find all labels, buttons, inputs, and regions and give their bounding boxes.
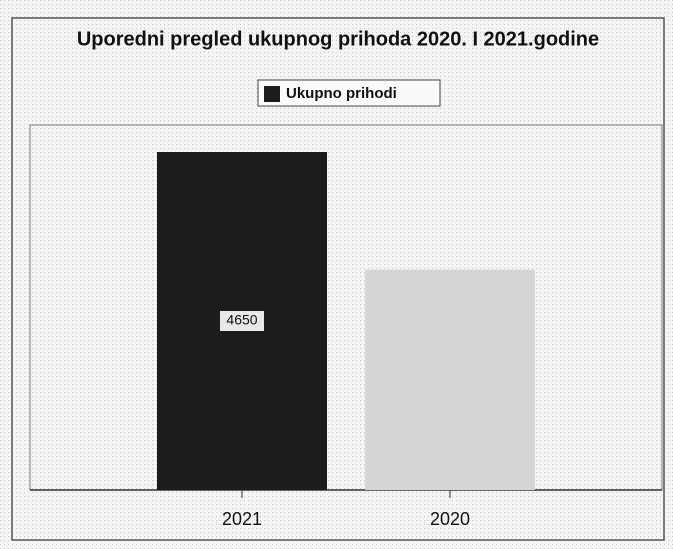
legend-label: Ukupno prihodi <box>286 85 397 102</box>
chart-title: Uporedni pregled ukupnog prihoda 2020. I… <box>77 28 599 50</box>
data-label: 4650 <box>226 312 257 328</box>
x-tick-label: 2021 <box>222 509 262 529</box>
frame <box>11 17 665 541</box>
bar <box>365 269 535 490</box>
legend-box <box>257 79 441 107</box>
legend <box>257 79 441 107</box>
legend-swatch <box>264 86 280 102</box>
data-label-bg <box>220 311 264 331</box>
x-tick-label: 2020 <box>430 509 470 529</box>
